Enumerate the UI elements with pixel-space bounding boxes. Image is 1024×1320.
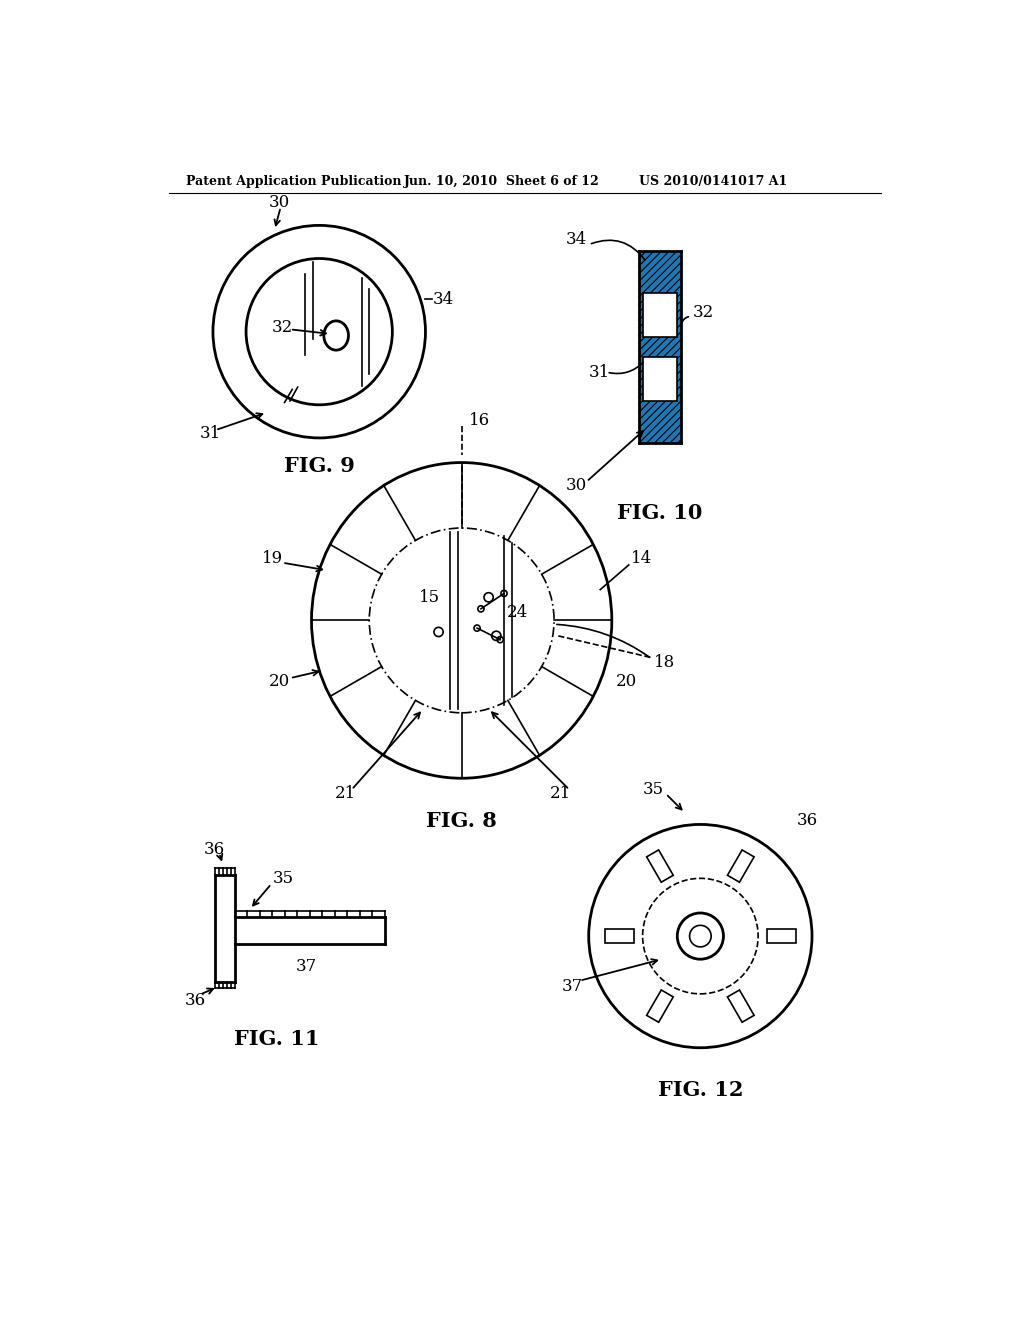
- Text: 20: 20: [615, 673, 637, 690]
- Text: 37: 37: [296, 958, 317, 975]
- Polygon shape: [646, 990, 673, 1022]
- Bar: [643, 293, 677, 338]
- Bar: [639, 251, 681, 444]
- Text: Patent Application Publication: Patent Application Publication: [186, 176, 401, 187]
- Text: US 2010/0141017 A1: US 2010/0141017 A1: [639, 176, 787, 187]
- Text: 16: 16: [469, 412, 490, 429]
- Text: FIG. 8: FIG. 8: [426, 810, 497, 830]
- Text: FIG. 11: FIG. 11: [234, 1028, 319, 1048]
- Text: 34: 34: [565, 231, 587, 248]
- Text: FIG. 10: FIG. 10: [617, 503, 702, 523]
- Text: FIG. 9: FIG. 9: [284, 457, 354, 477]
- Text: 30: 30: [565, 477, 587, 494]
- Bar: [643, 356, 677, 401]
- Polygon shape: [727, 990, 754, 1022]
- Text: 30: 30: [269, 194, 291, 211]
- Polygon shape: [605, 929, 634, 942]
- Polygon shape: [767, 929, 796, 942]
- Text: 24: 24: [506, 605, 527, 622]
- Text: 32: 32: [271, 319, 293, 337]
- Polygon shape: [727, 850, 754, 882]
- Text: 31: 31: [589, 363, 610, 380]
- Text: 36: 36: [797, 812, 818, 829]
- Text: 15: 15: [419, 589, 440, 606]
- Text: 21: 21: [550, 785, 571, 803]
- Text: 35: 35: [273, 870, 294, 887]
- Text: FIG. 12: FIG. 12: [657, 1080, 743, 1100]
- Text: 35: 35: [643, 781, 664, 799]
- Text: 18: 18: [654, 655, 676, 672]
- Text: 34: 34: [433, 290, 455, 308]
- Text: 21: 21: [335, 785, 356, 803]
- Text: 37: 37: [562, 978, 583, 995]
- Text: 14: 14: [631, 550, 652, 568]
- Text: 19: 19: [261, 550, 283, 568]
- Text: 36: 36: [184, 991, 206, 1008]
- Text: 36: 36: [204, 841, 225, 858]
- Text: Jun. 10, 2010  Sheet 6 of 12: Jun. 10, 2010 Sheet 6 of 12: [403, 176, 600, 187]
- Text: 32: 32: [692, 304, 714, 321]
- Polygon shape: [646, 850, 673, 882]
- Text: 31: 31: [200, 425, 221, 442]
- Text: 20: 20: [269, 673, 291, 690]
